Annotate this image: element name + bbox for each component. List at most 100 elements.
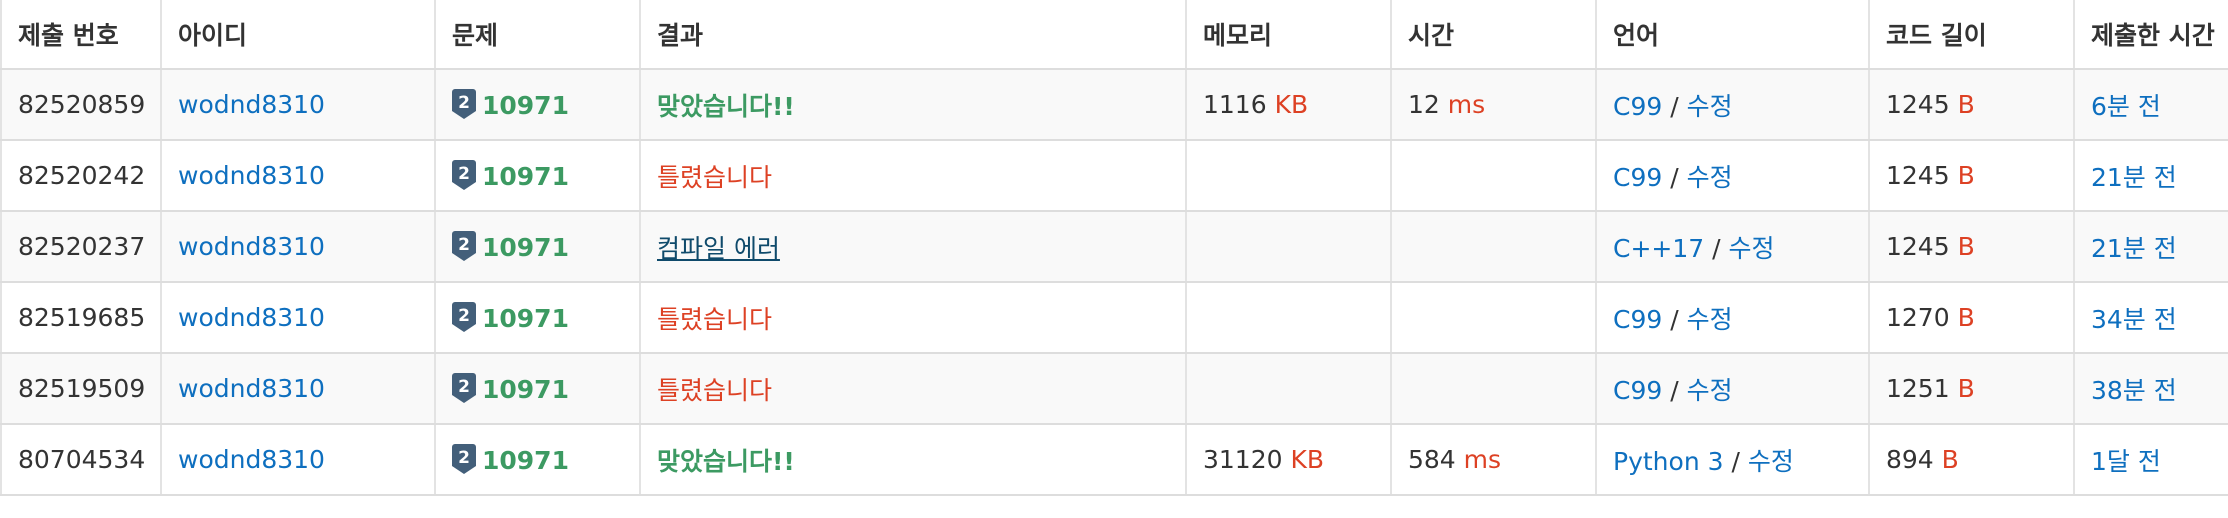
code-length-value: 894 — [1886, 445, 1942, 474]
memory-cell — [1185, 282, 1391, 354]
separator: / — [1723, 446, 1748, 476]
header-submission-id: 제출 번호 — [0, 0, 161, 70]
tier-badge-icon: 2 — [452, 160, 476, 190]
user-id-cell: wodnd8310 — [160, 282, 435, 354]
edit-link[interactable]: 수정 — [1686, 375, 1733, 405]
result-cell: 맞았습니다!! — [639, 424, 1186, 496]
problem-link[interactable]: 10971 — [482, 162, 569, 191]
header-result: 결과 — [639, 0, 1186, 70]
code-length-cell: 1251 B — [1868, 353, 2074, 425]
result-cell: 틀렸습니다 — [639, 282, 1186, 354]
user-id-link[interactable]: wodnd8310 — [178, 232, 325, 261]
edit-link[interactable]: 수정 — [1728, 233, 1775, 263]
problem-cell: 2 10971 — [434, 69, 640, 141]
memory-cell: 31120 KB — [1185, 424, 1391, 496]
result-accepted-label: 맞았습니다!! — [657, 91, 795, 121]
memory-value: 1116 — [1203, 90, 1275, 119]
language-link[interactable]: C99 — [1613, 304, 1663, 334]
problem-cell: 2 10971 — [434, 282, 640, 354]
submission-id-cell: 82519685 — [0, 282, 161, 354]
problem-link[interactable]: 10971 — [482, 91, 569, 120]
language-link[interactable]: C++17 — [1613, 233, 1705, 263]
submission-id-cell: 82520242 — [0, 140, 161, 212]
language-cell: C99 / 수정 — [1595, 69, 1869, 141]
time-cell — [1390, 140, 1596, 212]
separator: / — [1662, 162, 1687, 192]
user-id-cell: wodnd8310 — [160, 140, 435, 212]
memory-cell — [1185, 140, 1391, 212]
problem-link[interactable]: 10971 — [482, 233, 569, 262]
user-id-link[interactable]: wodnd8310 — [178, 445, 325, 474]
submission-id-cell: 82519509 — [0, 353, 161, 425]
problem-link[interactable]: 10971 — [482, 446, 569, 475]
code-length-unit: B — [1957, 232, 1975, 261]
language-link[interactable]: C99 — [1613, 91, 1663, 121]
separator: / — [1662, 91, 1687, 121]
time-value: 584 — [1408, 445, 1464, 474]
problem-link[interactable]: 10971 — [482, 304, 569, 333]
memory-unit: KB — [1290, 445, 1325, 474]
code-length-cell: 1270 B — [1868, 282, 2074, 354]
submission-id-cell: 80704534 — [0, 424, 161, 496]
language-link[interactable]: C99 — [1613, 162, 1663, 192]
header-user-id: 아이디 — [160, 0, 435, 70]
result-cell: 틀렸습니다 — [639, 140, 1186, 212]
edit-link[interactable]: 수정 — [1686, 91, 1733, 121]
user-id-link[interactable]: wodnd8310 — [178, 161, 325, 190]
edit-link[interactable]: 수정 — [1686, 304, 1733, 334]
code-length-value: 1251 — [1886, 374, 1958, 403]
edit-link[interactable]: 수정 — [1747, 446, 1794, 476]
language-cell: C99 / 수정 — [1595, 282, 1869, 354]
time-cell — [1390, 353, 1596, 425]
header-submitted-at: 제출한 시간 — [2073, 0, 2228, 70]
user-id-link[interactable]: wodnd8310 — [178, 303, 325, 332]
table-row: 82519509 wodnd8310 2 10971 틀렸습니다 C99 / 수정 1251… — [0, 353, 2228, 425]
submitted-at-link[interactable]: 38분 전 — [2091, 375, 2177, 405]
code-length-value: 1245 — [1886, 161, 1958, 190]
submitted-at-link[interactable]: 21분 전 — [2091, 233, 2177, 263]
submitted-at-cell: 21분 전 — [2073, 211, 2228, 283]
tier-badge-icon: 2 — [452, 231, 476, 261]
separator: / — [1662, 304, 1687, 334]
submitted-at-link[interactable]: 21분 전 — [2091, 162, 2177, 192]
tier-badge-icon: 2 — [452, 444, 476, 474]
submitted-at-cell: 38분 전 — [2073, 353, 2228, 425]
header-time: 시간 — [1390, 0, 1596, 70]
code-length-unit: B — [1957, 161, 1975, 190]
time-cell — [1390, 211, 1596, 283]
language-cell: Python 3 / 수정 — [1595, 424, 1869, 496]
separator: / — [1704, 233, 1729, 263]
user-id-link[interactable]: wodnd8310 — [178, 374, 325, 403]
edit-link[interactable]: 수정 — [1686, 162, 1733, 192]
user-id-cell: wodnd8310 — [160, 353, 435, 425]
memory-unit: KB — [1274, 90, 1309, 119]
code-length-unit: B — [1957, 374, 1975, 403]
user-id-cell: wodnd8310 — [160, 69, 435, 141]
code-length-value: 1245 — [1886, 90, 1958, 119]
table-row: 82520859 wodnd8310 2 10971 맞았습니다!! 1116 KB 12 … — [0, 69, 2228, 141]
tier-badge-icon: 2 — [452, 302, 476, 332]
memory-cell — [1185, 211, 1391, 283]
user-id-link[interactable]: wodnd8310 — [178, 90, 325, 119]
language-link[interactable]: Python 3 — [1613, 446, 1724, 476]
submitted-at-link[interactable]: 6분 전 — [2091, 91, 2161, 121]
submitted-at-link[interactable]: 1달 전 — [2091, 446, 2161, 476]
memory-cell: 1116 KB — [1185, 69, 1391, 141]
svg-text:2: 2 — [458, 448, 470, 468]
tier-badge-icon: 2 — [452, 89, 476, 119]
result-compile-error-link[interactable]: 컴파일 에러 — [657, 233, 780, 263]
svg-text:2: 2 — [458, 164, 470, 184]
problem-link[interactable]: 10971 — [482, 375, 569, 404]
result-wrong-label: 틀렸습니다 — [657, 375, 773, 405]
problem-cell: 2 10971 — [434, 211, 640, 283]
svg-text:2: 2 — [458, 377, 470, 397]
submission-id-cell: 82520859 — [0, 69, 161, 141]
code-length-value: 1245 — [1886, 232, 1958, 261]
submitted-at-link[interactable]: 34분 전 — [2091, 304, 2177, 334]
submission-id-cell: 82520237 — [0, 211, 161, 283]
language-link[interactable]: C99 — [1613, 375, 1663, 405]
problem-cell: 2 10971 — [434, 424, 640, 496]
code-length-cell: 894 B — [1868, 424, 2074, 496]
code-length-cell: 1245 B — [1868, 211, 2074, 283]
submission-rows: 82520859 wodnd8310 2 10971 맞았습니다!! 1116 KB 12 … — [0, 69, 2228, 496]
